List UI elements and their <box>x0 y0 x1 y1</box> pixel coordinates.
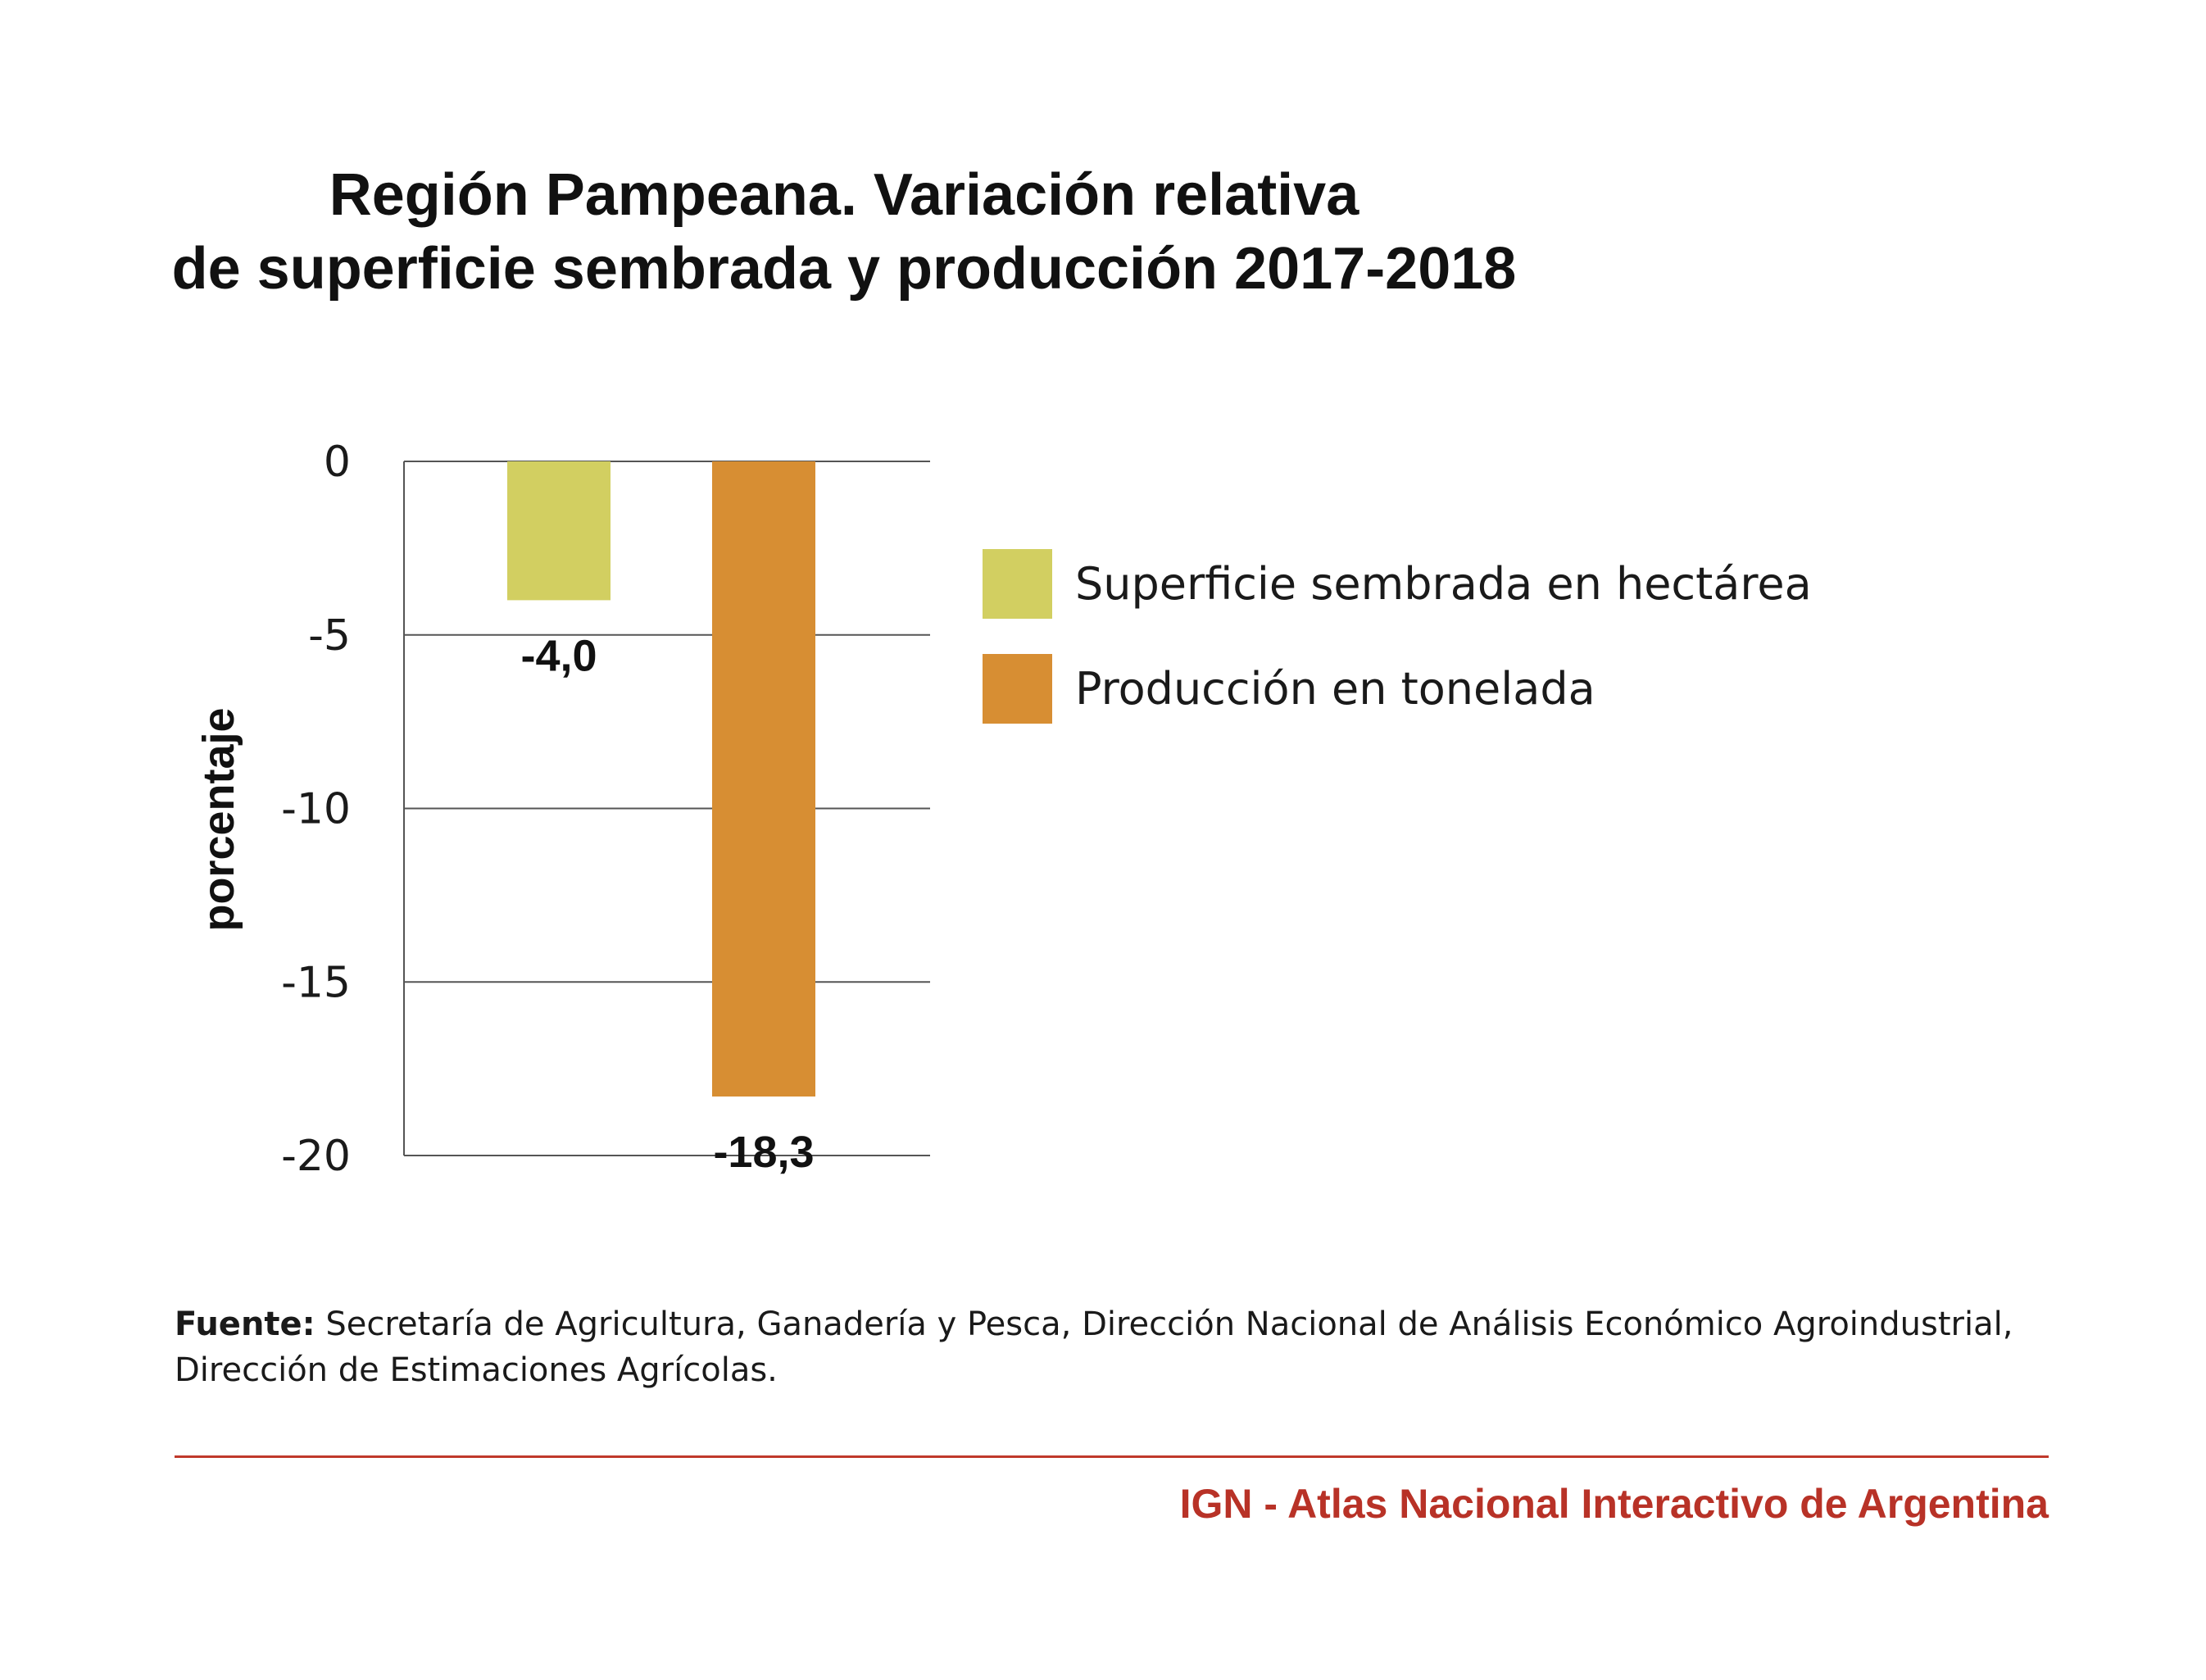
y-tick-label: -5 <box>308 611 351 661</box>
bar-superficie <box>507 461 611 601</box>
legend: Superficie sembrada en hectárea Producció… <box>983 549 1812 724</box>
chart-title-line-2: de superficie sembrada y producción 2017… <box>172 236 1517 302</box>
data-labels: -4,0 -18,3 <box>520 631 814 1177</box>
footer-divider <box>175 1455 2049 1458</box>
data-label-produccion: -18,3 <box>713 1128 814 1177</box>
grid-lines <box>404 461 930 1156</box>
bar-produccion <box>712 461 815 1097</box>
y-tick-label: -15 <box>281 958 351 1007</box>
source-label: Fuente: <box>175 1305 315 1343</box>
footer-credit: IGN - Atlas Nacional Interactivo de Arge… <box>1179 1481 2049 1527</box>
legend-label: Superficie sembrada en hectárea <box>1075 558 1812 610</box>
data-label-superficie: -4,0 <box>520 631 597 680</box>
legend-swatch <box>983 654 1052 724</box>
legend-swatch <box>983 549 1052 619</box>
y-axis-label: porcentaje <box>194 707 243 931</box>
y-tick-label: 0 <box>324 438 351 487</box>
chart-title-line-1: Región Pampeana. Variación relativa <box>329 162 1359 228</box>
y-tick-label: -20 <box>281 1132 351 1181</box>
y-tick-label: -10 <box>281 785 351 834</box>
y-axis-ticks: 0 -5 -10 -15 -20 <box>281 438 351 1181</box>
bars <box>507 461 815 1097</box>
legend-label: Producción en tonelada <box>1075 663 1595 715</box>
source-note: Fuente: Secretaría de Agricultura, Ganad… <box>175 1301 2059 1393</box>
source-text: Secretaría de Agricultura, Ganadería y P… <box>175 1305 2013 1389</box>
